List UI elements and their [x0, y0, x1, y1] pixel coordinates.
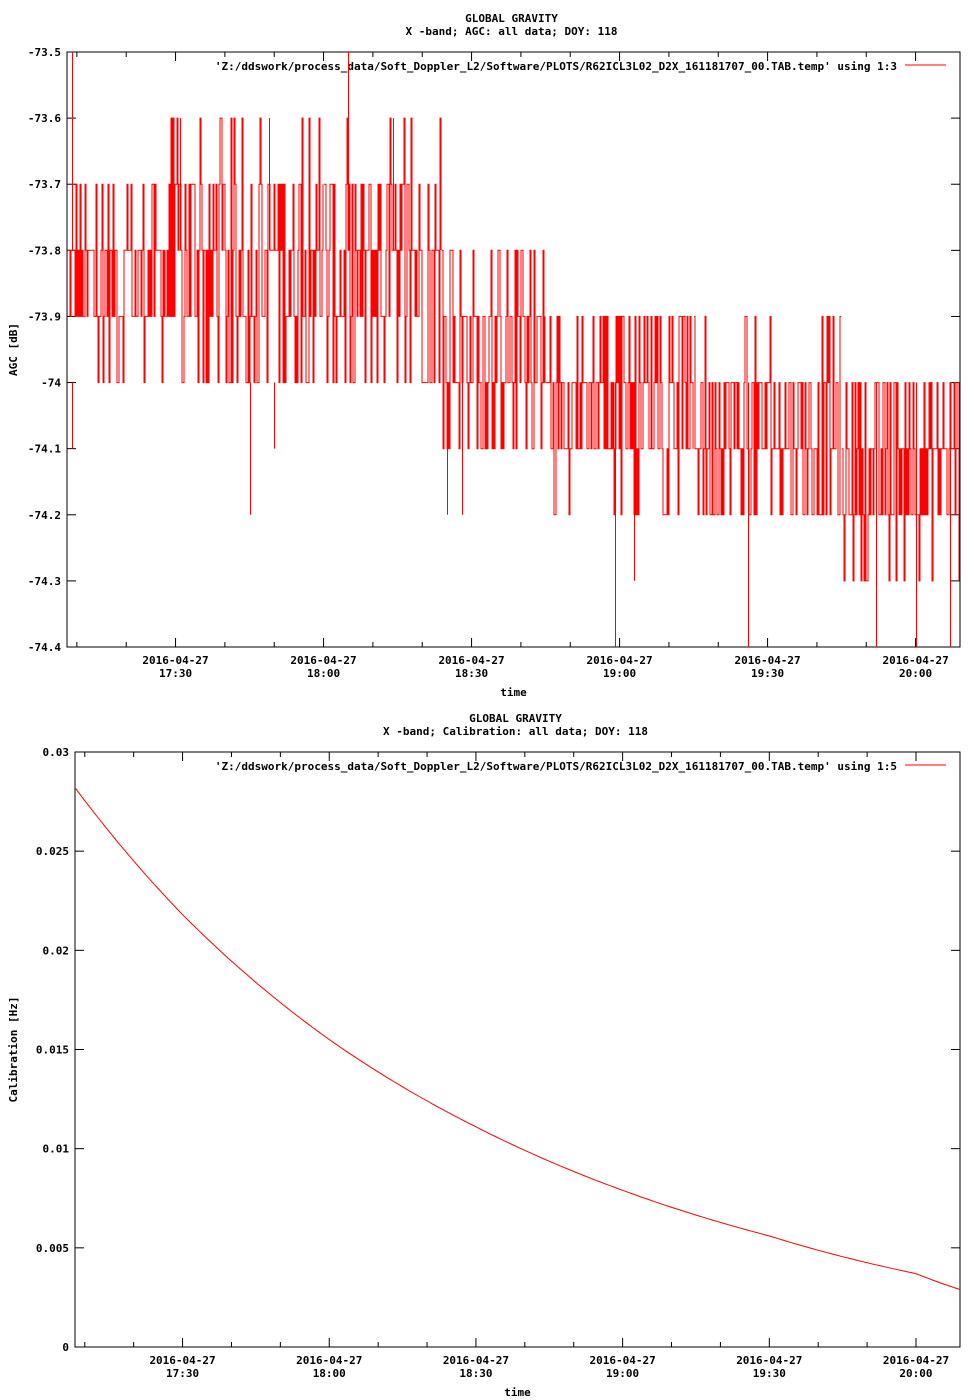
agc-series-line	[67, 117, 960, 582]
x-axis-label: time	[500, 686, 527, 699]
x-tick-time: 18:00	[307, 667, 340, 680]
plot-frame	[74, 751, 961, 1348]
y-axis-label: Calibration [Hz]	[7, 997, 20, 1103]
x-tick-date: 2016-04-27	[590, 1354, 656, 1367]
x-tick-time: 17:30	[166, 1367, 199, 1380]
y-tick-label: -73.8	[28, 244, 61, 257]
x-tick-time: 19:30	[753, 1367, 786, 1380]
y-tick-label: 0.01	[43, 1143, 70, 1156]
y-tick-label: -73.5	[28, 46, 61, 59]
x-tick-time: 20:00	[899, 1367, 932, 1380]
y-tick-label: -73.9	[28, 310, 61, 323]
x-tick-date: 2016-04-27	[149, 1354, 215, 1367]
x-tick-time: 18:30	[455, 667, 488, 680]
calibration-series-line	[74, 787, 961, 1290]
y-tick-label: -74.3	[28, 575, 61, 588]
x-tick-date: 2016-04-27	[290, 654, 356, 667]
x-tick-date: 2016-04-27	[142, 654, 208, 667]
y-tick-label: 0.03	[43, 746, 70, 759]
y-tick-label: 0.02	[43, 944, 70, 957]
plot-frame	[66, 51, 961, 648]
y-tick-label: -74.1	[28, 443, 61, 456]
x-axis-label: time	[504, 1386, 531, 1399]
x-tick-date: 2016-04-27	[736, 1354, 802, 1367]
y-tick-label: -74	[41, 377, 61, 390]
x-tick-date: 2016-04-27	[883, 1354, 949, 1367]
chart-subtitle: X -band; AGC: all data; DOY: 118	[406, 25, 618, 38]
chart-title: GLOBAL GRAVITY	[469, 712, 562, 725]
y-axis-label: AGC [dB]	[7, 323, 20, 376]
legend-label: 'Z:/ddswork/process_data/Soft_Doppler_L2…	[215, 760, 897, 773]
x-tick-time: 17:30	[159, 667, 192, 680]
x-tick-time: 18:00	[313, 1367, 346, 1380]
x-tick-time: 18:30	[459, 1367, 492, 1380]
x-tick-time: 19:00	[603, 667, 636, 680]
y-tick-label: -74.4	[28, 641, 61, 654]
y-tick-label: 0.005	[36, 1242, 69, 1255]
chart-title: GLOBAL GRAVITY	[465, 12, 558, 25]
y-tick-label: 0.025	[36, 845, 69, 858]
x-tick-date: 2016-04-27	[586, 654, 652, 667]
y-tick-label: 0.015	[36, 1044, 69, 1057]
x-tick-date: 2016-04-27	[443, 1354, 509, 1367]
y-tick-label: -73.7	[28, 178, 61, 191]
y-tick-label: -74.2	[28, 509, 61, 522]
y-tick-label: -73.6	[28, 112, 61, 125]
x-tick-date: 2016-04-27	[882, 654, 948, 667]
legend-label: 'Z:/ddswork/process_data/Soft_Doppler_L2…	[215, 60, 897, 73]
chart-subtitle: X -band; Calibration: all data; DOY: 118	[383, 725, 648, 738]
x-tick-time: 19:00	[606, 1367, 639, 1380]
x-tick-date: 2016-04-27	[438, 654, 504, 667]
y-tick-label: 0	[62, 1341, 69, 1354]
x-tick-date: 2016-04-27	[734, 654, 800, 667]
x-tick-date: 2016-04-27	[296, 1354, 362, 1367]
x-tick-time: 19:30	[751, 667, 784, 680]
x-tick-time: 20:00	[899, 667, 932, 680]
